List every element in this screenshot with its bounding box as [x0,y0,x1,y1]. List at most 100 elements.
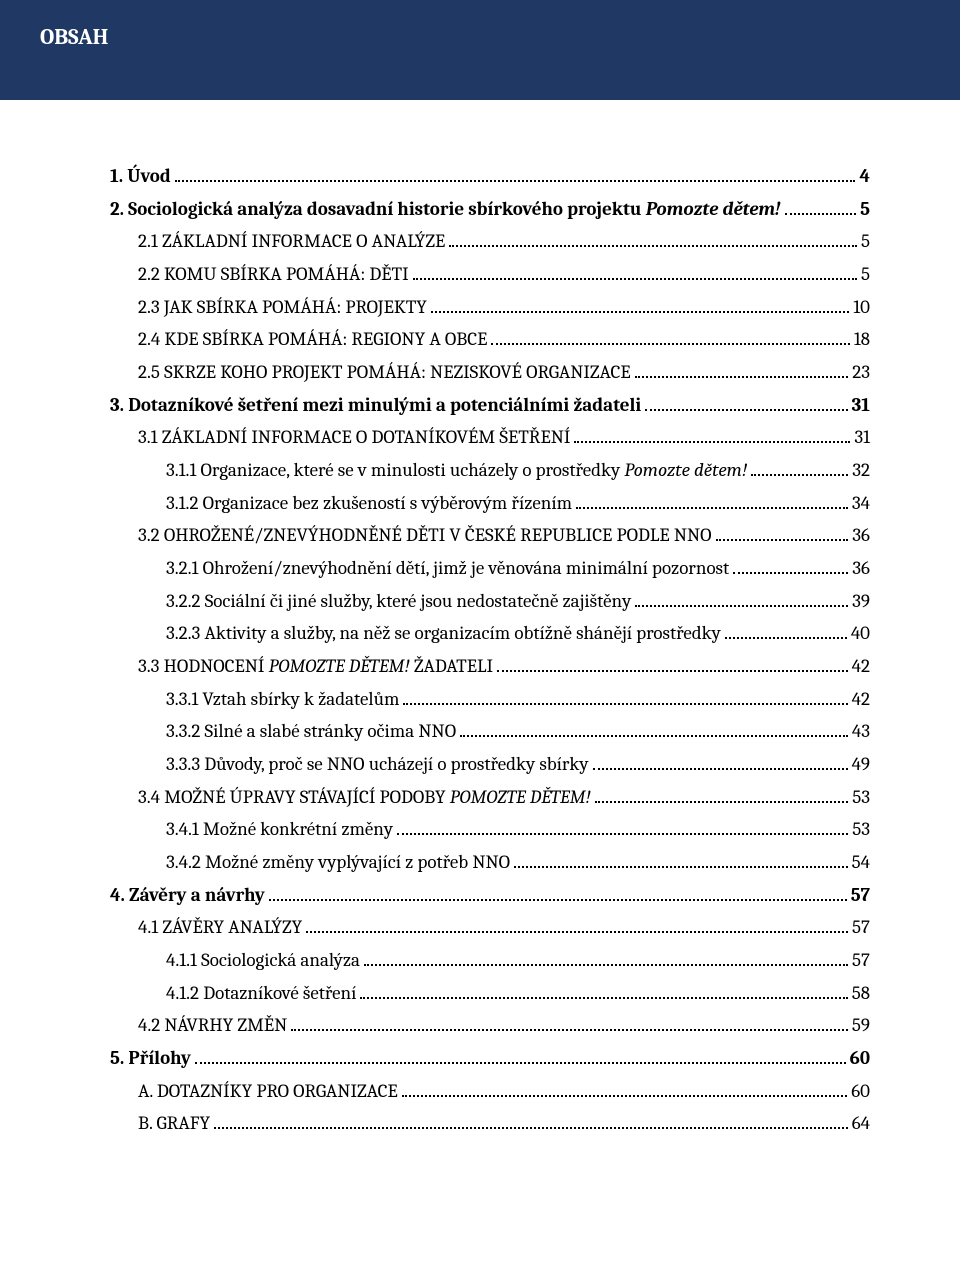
toc-entry: 2.1 ZÁKLADNÍ INFORMACE O ANALÝZE5 [138,225,870,258]
toc-entry-page: 10 [853,291,870,324]
toc-entry-label: 3.2.3 Aktivity a služby, na něž se organ… [166,617,721,650]
toc-entry: 4.2 NÁVRHY ZMĚN 59 [138,1009,870,1042]
toc-entry: 4.1.1 Sociologická analýza 57 [166,944,870,977]
toc-entry-page: 5 [861,258,870,291]
toc-entry-label: 3.3.1 Vztah sbírky k žadatelům [166,683,399,716]
toc-leader-dots [214,1127,848,1129]
toc-entry-label: 3.3 HODNOCENÍ POMOZTE DĚTEM! ŽADATELI [138,650,493,683]
toc-entry: 3.1.1 Organizace, které se v minulosti u… [166,454,870,487]
toc-entry-label: 3.1 ZÁKLADNÍ INFORMACE O DOTANÍKOVÉM ŠET… [138,421,570,454]
toc-entry: 3.3.1 Vztah sbírky k žadatelům42 [166,683,870,716]
toc-entry: 3.4 MOŽNÉ ÚPRAVY STÁVAJÍCÍ PODOBY POMOZT… [138,781,870,814]
toc-entry: 2.3 JAK SBÍRKA POMÁHÁ: PROJEKTY 10 [138,291,870,324]
toc-leader-dots [574,441,850,443]
toc-entry-label: 3.3.2 Silné a slabé stránky očima NNO [166,715,456,748]
header-title: OBSAH [40,24,108,50]
toc-leader-dots [645,409,847,411]
toc-entry: 3.2.2 Sociální či jiné služby, které jso… [166,585,870,618]
toc-entry: 3.3.2 Silné a slabé stránky očima NNO43 [166,715,870,748]
toc-leader-dots [595,801,848,803]
toc-entry: 3.1.2 Organizace bez zkušeností s výběro… [166,487,870,520]
toc-entry: 4.1 ZÁVĚRY ANALÝZY57 [138,911,870,944]
header-band: OBSAH [0,0,960,100]
toc-leader-dots [175,180,856,182]
toc-entry-label: 3.2.1 Ohrožení/znevýhodnění dětí, jimž j… [166,552,729,585]
toc-entry-page: 5 [861,225,870,258]
toc-entry-label: 2.5 SKRZE KOHO PROJEKT POMÁHÁ: NEZISKOVÉ… [138,356,631,389]
toc-entry: A. DOTAZNÍKY PRO ORGANIZACE 60 [138,1075,870,1108]
toc-leader-dots [431,311,849,313]
toc-entry-label: 5. Přílohy [110,1042,191,1075]
toc-leader-dots [725,637,847,639]
toc-entry: 2.2 KOMU SBÍRKA POMÁHÁ: DĚTI5 [138,258,870,291]
toc-entry: 2.5 SKRZE KOHO PROJEKT POMÁHÁ: NEZISKOVÉ… [138,356,870,389]
toc-entry: 2. Sociologická analýza dosavadní histor… [110,193,870,226]
toc-leader-dots [291,1029,848,1031]
toc-entry-label: B. GRAFY [138,1107,210,1140]
toc-leader-dots [460,735,848,737]
toc-leader-dots [497,670,848,672]
toc-entry-label: 4.2 NÁVRHY ZMĚN [138,1009,287,1042]
toc-entry-label: 4.1.2 Dotazníkové šetření [166,977,356,1010]
toc-entry-page: 4 [859,160,870,193]
toc-leader-dots [635,605,848,607]
toc-entry-label: 3.1.2 Organizace bez zkušeností s výběro… [166,487,572,520]
toc-entry-page: 60 [851,1075,870,1108]
toc-entry-page: 39 [852,585,870,618]
toc-entry-page: 58 [852,977,870,1010]
toc-entry: 2.4 KDE SBÍRKA POMÁHÁ: REGIONY A OBCE18 [138,323,870,356]
toc-leader-dots [733,572,848,574]
toc-entry-label: 3.4.2 Možné změny vyplývající z potřeb N… [166,846,510,879]
toc-leader-dots [491,343,849,345]
toc-entry-page: 5 [860,193,870,226]
toc-entry-label: 3.4 MOŽNÉ ÚPRAVY STÁVAJÍCÍ PODOBY POMOZT… [138,781,591,814]
toc-entry-page: 49 [852,748,870,781]
toc-leader-dots [785,213,857,215]
toc-entry: 3.2.1 Ohrožení/znevýhodnění dětí, jimž j… [166,552,870,585]
toc-leader-dots [593,768,848,770]
toc-entry: 3. Dotazníkové šetření mezi minulými a p… [110,389,870,422]
toc-entry-label: 3.1.1 Organizace, které se v minulosti u… [166,454,747,487]
toc-leader-dots [449,245,857,247]
toc-entry-label: 2.4 KDE SBÍRKA POMÁHÁ: REGIONY A OBCE [138,323,487,356]
toc-entry-label: 3.2.2 Sociální či jiné služby, které jso… [166,585,631,618]
toc-entry-page: 42 [852,650,870,683]
toc-entry-page: 40 [851,617,870,650]
toc-entry-page: 57 [852,944,870,977]
toc-entry-label: 3.3.3 Důvody, proč se NNO ucházejí o pro… [166,748,589,781]
toc-entry: 3.2 OHROŽENÉ/ZNEVÝHODNĚNÉ DĚTI V ČESKÉ R… [138,519,870,552]
toc-leader-dots [269,899,847,901]
toc-leader-dots [403,703,847,705]
toc-entry: 3.4.2 Možné změny vyplývající z potřeb N… [166,846,870,879]
toc-leader-dots [413,278,857,280]
toc-entry-label: 4.1 ZÁVĚRY ANALÝZY [138,911,302,944]
toc-entry-label: 2. Sociologická analýza dosavadní histor… [110,193,781,226]
toc-entry-page: 32 [852,454,870,487]
toc-entry-page: 57 [851,879,870,912]
toc-entry-label: A. DOTAZNÍKY PRO ORGANIZACE [138,1075,398,1108]
toc-entry-page: 53 [852,781,870,814]
toc-entry: 3.1 ZÁKLADNÍ INFORMACE O DOTANÍKOVÉM ŠET… [138,421,870,454]
toc-leader-dots [716,539,849,541]
toc-entry-page: 64 [852,1107,870,1140]
toc-leader-dots [306,931,848,933]
toc-entry-label: 3. Dotazníkové šetření mezi minulými a p… [110,389,641,422]
toc-entry: 4.1.2 Dotazníkové šetření 58 [166,977,870,1010]
toc-entry-page: 60 [850,1042,870,1075]
toc-entry-label: 4.1.1 Sociologická analýza [166,944,360,977]
toc-entry-label: 3.2 OHROŽENÉ/ZNEVÝHODNĚNÉ DĚTI V ČESKÉ R… [138,519,712,552]
toc-entry-label: 2.3 JAK SBÍRKA POMÁHÁ: PROJEKTY [138,291,427,324]
toc-entry-page: 23 [852,356,870,389]
toc-entry-label: 4. Závěry a návrhy [110,879,265,912]
toc-container: 1. Úvod 4 2. Sociologická analýza dosavadn… [0,100,960,1180]
toc-entry-page: 54 [852,846,870,879]
toc-entry-page: 59 [852,1009,870,1042]
toc-leader-dots [364,964,848,966]
toc-entry-label: 3.4.1 Možné konkrétní změny [166,813,393,846]
toc-entry-page: 31 [854,421,870,454]
toc-leader-dots [576,507,848,509]
toc-leader-dots [635,376,849,378]
toc-entry-label: 1. Úvod [110,160,171,193]
toc-entry: 5. Přílohy 60 [110,1042,870,1075]
toc-leader-dots [195,1062,846,1064]
